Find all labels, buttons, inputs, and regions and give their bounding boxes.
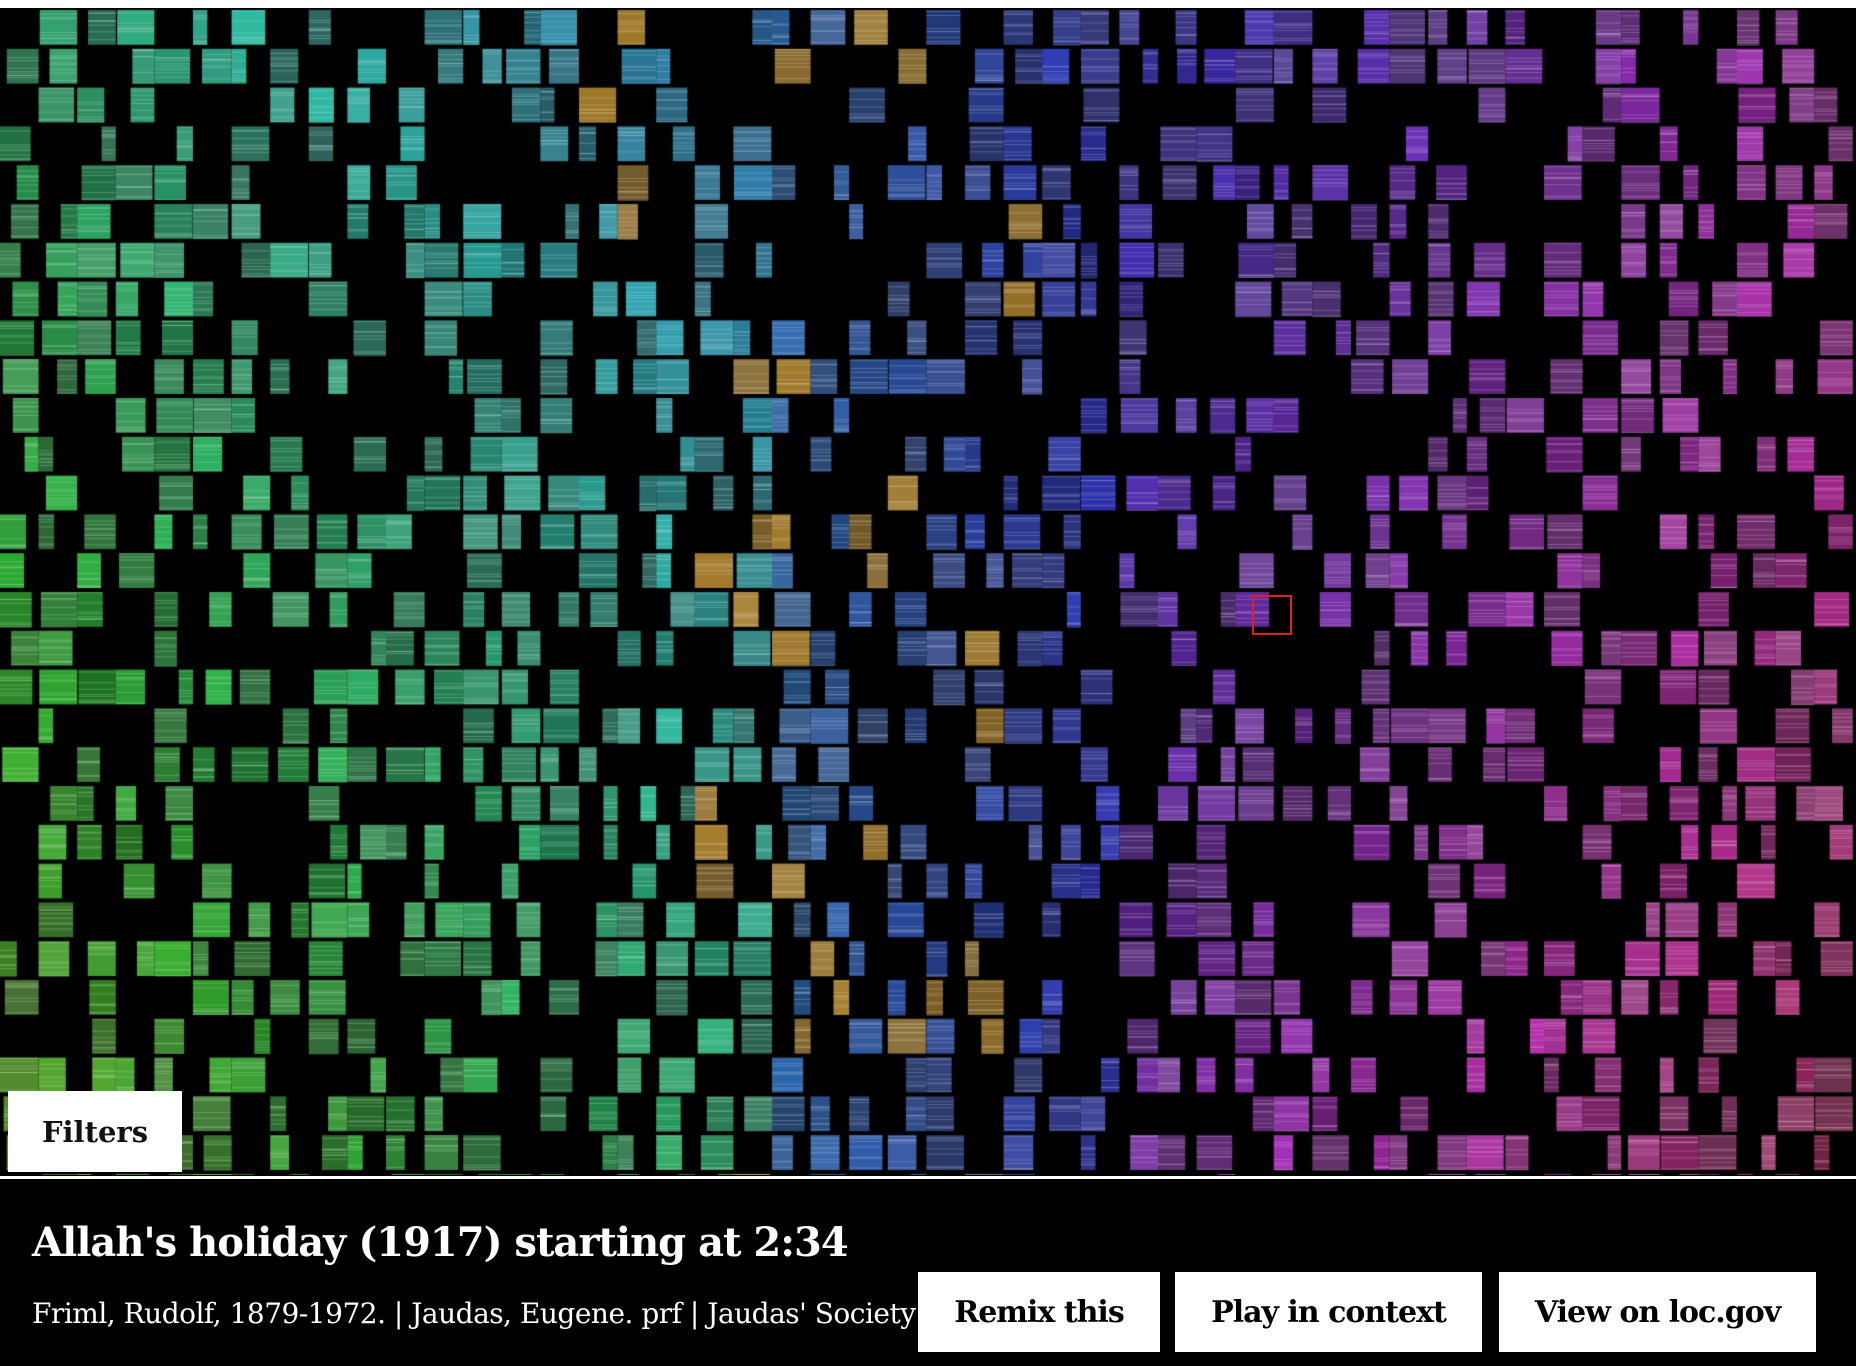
selected-clip-highlight[interactable]: [1252, 595, 1292, 635]
clip-info-footer: Allah's holiday (1917) starting at 2:34 …: [0, 1179, 1856, 1366]
audio-clip-mosaic[interactable]: [0, 8, 1856, 1175]
footer-divider: [0, 1176, 1856, 1179]
clip-contributors: Friml, Rudolf, 1879-1972. | Jaudas, Euge…: [32, 1297, 922, 1330]
clip-title: Allah's holiday (1917) starting at 2:34: [32, 1219, 849, 1266]
remix-button[interactable]: Remix this: [918, 1272, 1160, 1352]
top-border: [0, 0, 1856, 8]
play-in-context-button[interactable]: Play in context: [1175, 1272, 1482, 1352]
filters-button[interactable]: Filters: [8, 1091, 182, 1172]
view-on-loc-button[interactable]: View on loc.gov: [1499, 1272, 1816, 1352]
